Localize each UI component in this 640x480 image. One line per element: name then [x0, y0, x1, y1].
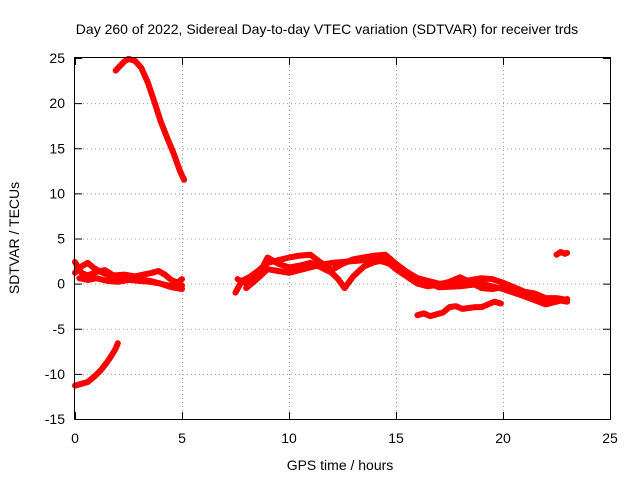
chart-title: Day 260 of 2022, Sidereal Day-to-day VTE…	[76, 21, 578, 37]
x-tick-label: 0	[71, 430, 79, 446]
grid-lines	[75, 58, 610, 419]
y-tick-labels: -15 -10 -5 0 5 10 15 20 25	[45, 50, 65, 427]
y-tick-label: -15	[45, 411, 65, 427]
x-tick-label: 25	[602, 430, 618, 446]
series-cluster-b3	[243, 256, 571, 308]
x-tick-label: 10	[281, 430, 297, 446]
plot-frame	[74, 57, 611, 420]
y-tick-label: -10	[45, 366, 65, 382]
series-arc-high	[112, 55, 188, 183]
y-axis-label: SDTVAR / TECUs	[6, 182, 22, 294]
x-axis-label: GPS time / hours	[287, 457, 394, 473]
series-cluster-a2	[72, 259, 185, 286]
x-tick-label: 15	[388, 430, 404, 446]
x-tick-labels: 0 5 10 15 20 25	[71, 430, 618, 446]
series-blip	[553, 249, 571, 258]
y-tick-label: 15	[49, 140, 65, 156]
series-cluster-a3	[76, 275, 185, 290]
series-arc-mid-low	[414, 298, 504, 320]
x-tick-label: 20	[495, 430, 511, 446]
y-tick-label: 10	[49, 185, 65, 201]
y-tick-label: 0	[57, 276, 65, 292]
y-tick-label: 20	[49, 95, 65, 111]
series-arc-low	[72, 340, 121, 389]
data-traces	[72, 55, 571, 389]
x-tick-label: 5	[178, 430, 186, 446]
y-tick-label: 25	[49, 50, 65, 66]
y-tick-label: -5	[53, 321, 66, 337]
y-tick-label: 5	[57, 231, 65, 247]
